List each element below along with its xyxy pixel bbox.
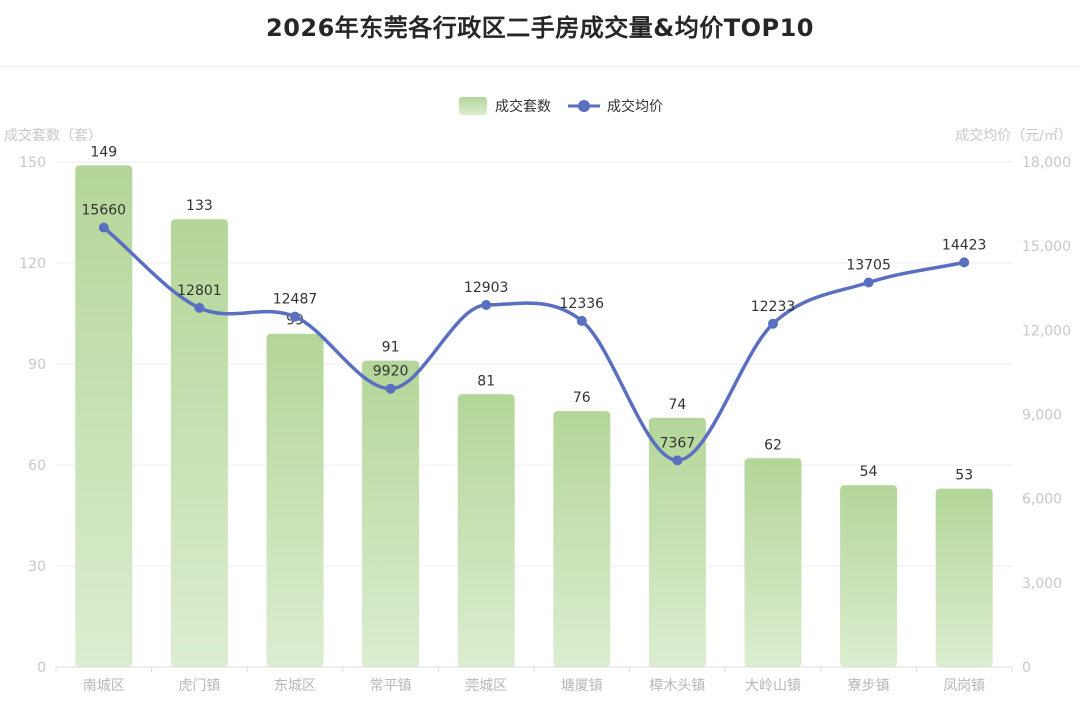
bar-value-label: 76	[573, 390, 591, 406]
y-left-axis: 0 30 60 90 120 150	[19, 155, 46, 676]
legend: 成交套数 成交均价	[459, 97, 663, 115]
x-tick-label: 常平镇	[370, 678, 412, 694]
y-right-tick-label: 6,000	[1022, 492, 1062, 508]
line-point	[290, 311, 300, 322]
bar	[744, 458, 802, 667]
x-tick-label: 寮步镇	[848, 677, 890, 694]
bar-value-label: 133	[186, 198, 213, 214]
y-left-tick-label: 120	[19, 256, 46, 272]
bar-value-label: 149	[90, 144, 117, 160]
x-tick-label: 塘厦镇	[561, 678, 603, 694]
y-right-tick-label: 9,000	[1022, 408, 1062, 424]
bar-value-label: 53	[955, 468, 973, 484]
y-left-axis-title: 成交套数（套）	[4, 127, 102, 144]
y-left-tick-label: 90	[28, 357, 46, 373]
bar	[75, 165, 133, 667]
legend-swatch-bars	[459, 97, 487, 115]
chart-title: 2026年东莞各行政区二手房成交量&均价TOP10	[266, 14, 814, 42]
line-point	[959, 257, 970, 268]
y-right-tick-label: 15,000	[1022, 239, 1071, 255]
y-left-tick-label: 60	[28, 458, 46, 474]
bar	[935, 488, 993, 667]
line-value-label: 12801	[177, 283, 222, 299]
line-series	[98, 222, 970, 466]
line-value-label: 13705	[846, 257, 891, 273]
line-point	[672, 455, 683, 466]
bar	[170, 219, 228, 667]
line-value-label: 9920	[373, 364, 409, 380]
line-point	[98, 222, 109, 233]
bar-value-label: 62	[764, 437, 782, 453]
line-value-label: 15660	[82, 203, 127, 219]
bar-series	[75, 165, 993, 667]
line-point	[863, 277, 874, 288]
y-right-tick-label: 12,000	[1022, 323, 1071, 339]
line-value-label: 14423	[942, 237, 987, 253]
bar-value-label: 91	[382, 340, 400, 356]
y-left-tick-label: 30	[28, 559, 46, 575]
y-right-tick-label: 0	[1022, 660, 1031, 676]
bar	[457, 394, 515, 667]
bar	[362, 360, 420, 667]
y-left-tick-label: 0	[37, 660, 46, 676]
x-tick-label: 南城区	[83, 678, 125, 694]
y-right-tick-label: 3,000	[1022, 576, 1062, 592]
line-value-label: 12487	[273, 292, 318, 308]
y-right-tick-label: 18,000	[1022, 155, 1071, 171]
line-value-label: 12233	[751, 299, 796, 315]
y-left-tick-label: 150	[19, 155, 46, 171]
bar-value-label: 81	[477, 373, 495, 389]
x-tick-label: 莞城区	[465, 678, 507, 694]
legend-swatch-marker	[578, 100, 590, 112]
line-value-label: 12336	[560, 296, 605, 312]
line-path	[102, 226, 965, 463]
bar	[266, 333, 324, 667]
title-divider	[0, 66, 1080, 67]
legend-item-line[interactable]: 成交均价	[568, 98, 663, 115]
x-axis: 南城区 虎门镇 东城区 常平镇 莞城区 塘厦镇 樟木头镇 大岭山镇 寮步镇 凤岗镇	[55, 666, 1013, 694]
legend-label-bars: 成交套数	[495, 98, 551, 115]
legend-label-line: 成交均价	[607, 98, 663, 115]
x-tick-label: 大岭山镇	[745, 678, 801, 694]
line-point	[385, 383, 396, 394]
x-tick-label: 虎门镇	[178, 678, 220, 694]
x-tick-label: 凤岗镇	[943, 678, 985, 694]
y-right-axis: 0 3,000 6,000 9,000 12,000 15,000 18,000	[1022, 155, 1071, 676]
line-value-label: 12903	[464, 280, 509, 296]
line-point	[768, 318, 778, 329]
line-value-label: 7367	[660, 435, 696, 451]
bar-data-labels: 1491339991817674625453	[90, 144, 973, 483]
line-point	[194, 302, 205, 313]
bar-value-label: 74	[668, 397, 686, 413]
y-right-axis-title: 成交均价（元/㎡）	[955, 127, 1072, 144]
bar-value-label: 54	[860, 464, 878, 480]
bar	[553, 411, 611, 667]
legend-item-bars[interactable]: 成交套数	[459, 97, 551, 115]
line-point	[576, 315, 587, 326]
line-point	[481, 299, 492, 310]
x-tick-label: 樟木头镇	[649, 677, 705, 694]
line-data-labels: 15660 12801 12487 9920 12903 12336 7367 12233 13…	[82, 203, 987, 452]
x-tick-label: 东城区	[274, 678, 316, 694]
bar	[840, 485, 898, 667]
bar	[648, 417, 706, 667]
